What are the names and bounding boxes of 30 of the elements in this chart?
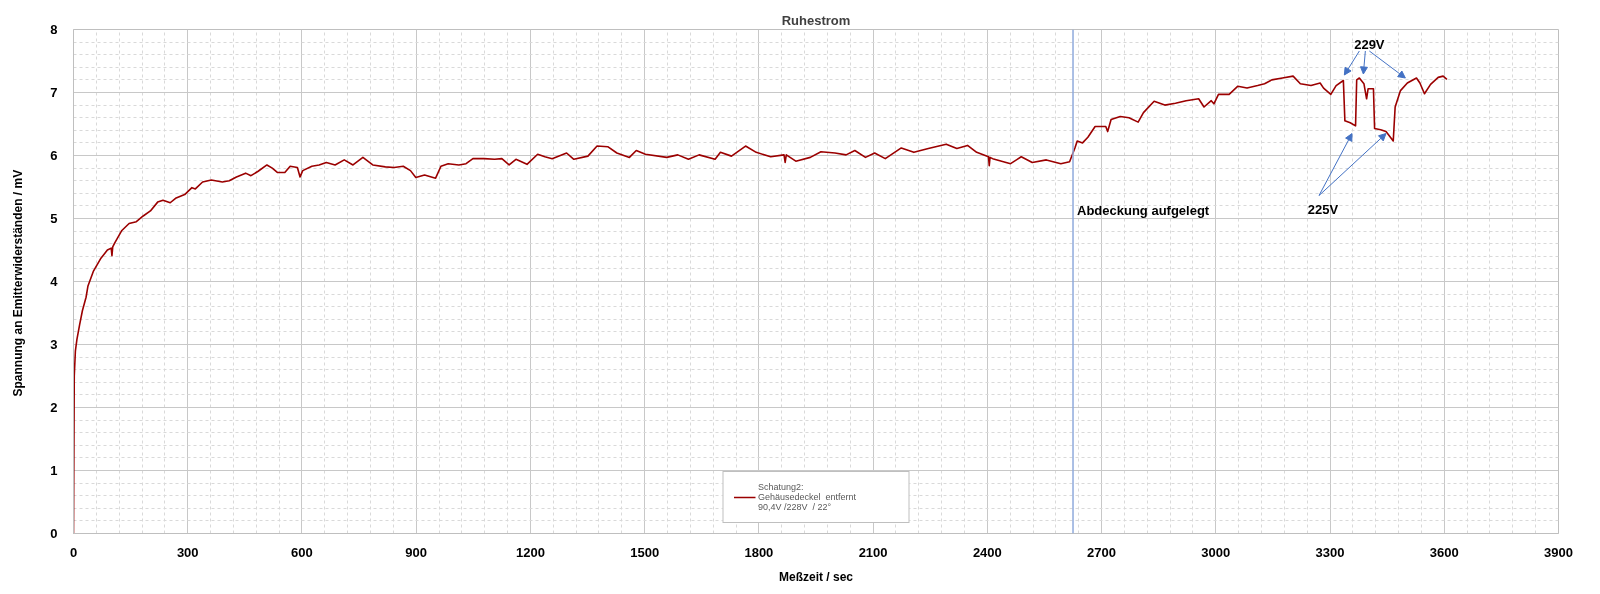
y-tick-label: 7 <box>50 85 58 100</box>
x-tick-label: 2100 <box>858 544 888 560</box>
y-tick-label: 8 <box>50 22 58 37</box>
x-tick-label: 300 <box>176 544 199 560</box>
x-tick-label: 900 <box>405 544 428 560</box>
x-tick-label: 3000 <box>1201 544 1231 560</box>
legend-label: Schatung2: Gehäusedeckel entfernt 90,4V /228V / 22° <box>758 482 858 512</box>
x-tick-label: 2700 <box>1087 544 1117 560</box>
x-tick-label: 1800 <box>744 544 774 560</box>
x-tick-label: 3300 <box>1315 544 1345 560</box>
x-tick-label: 1500 <box>630 544 660 560</box>
chart-title: Ruhestrom <box>781 12 851 28</box>
annotation: 225V <box>1307 202 1339 218</box>
ref-line-label: Abdeckung aufgelegt <box>1077 203 1210 219</box>
y-tick-label: 1 <box>50 463 58 478</box>
y-tick-label: 0 <box>50 526 58 541</box>
x-tick-label: 2400 <box>972 544 1002 560</box>
y-axis-title: Spannung an Emitterwiderständen / mV <box>11 169 26 397</box>
x-tick-label: 600 <box>291 544 313 560</box>
x-axis-title: Meßzeit / sec <box>778 569 854 584</box>
x-tick-label: 3600 <box>1429 544 1459 560</box>
y-tick-label: 2 <box>50 400 58 415</box>
y-tick-label: 5 <box>50 211 58 226</box>
y-tick-label: 3 <box>50 337 58 352</box>
x-tick-label: 3900 <box>1544 544 1573 560</box>
x-tick-label: 1200 <box>515 544 545 560</box>
x-tick-label: 0 <box>69 544 78 560</box>
y-tick-label: 4 <box>50 274 59 289</box>
annotation: 229V <box>1354 36 1385 52</box>
y-tick-label: 6 <box>50 148 58 163</box>
